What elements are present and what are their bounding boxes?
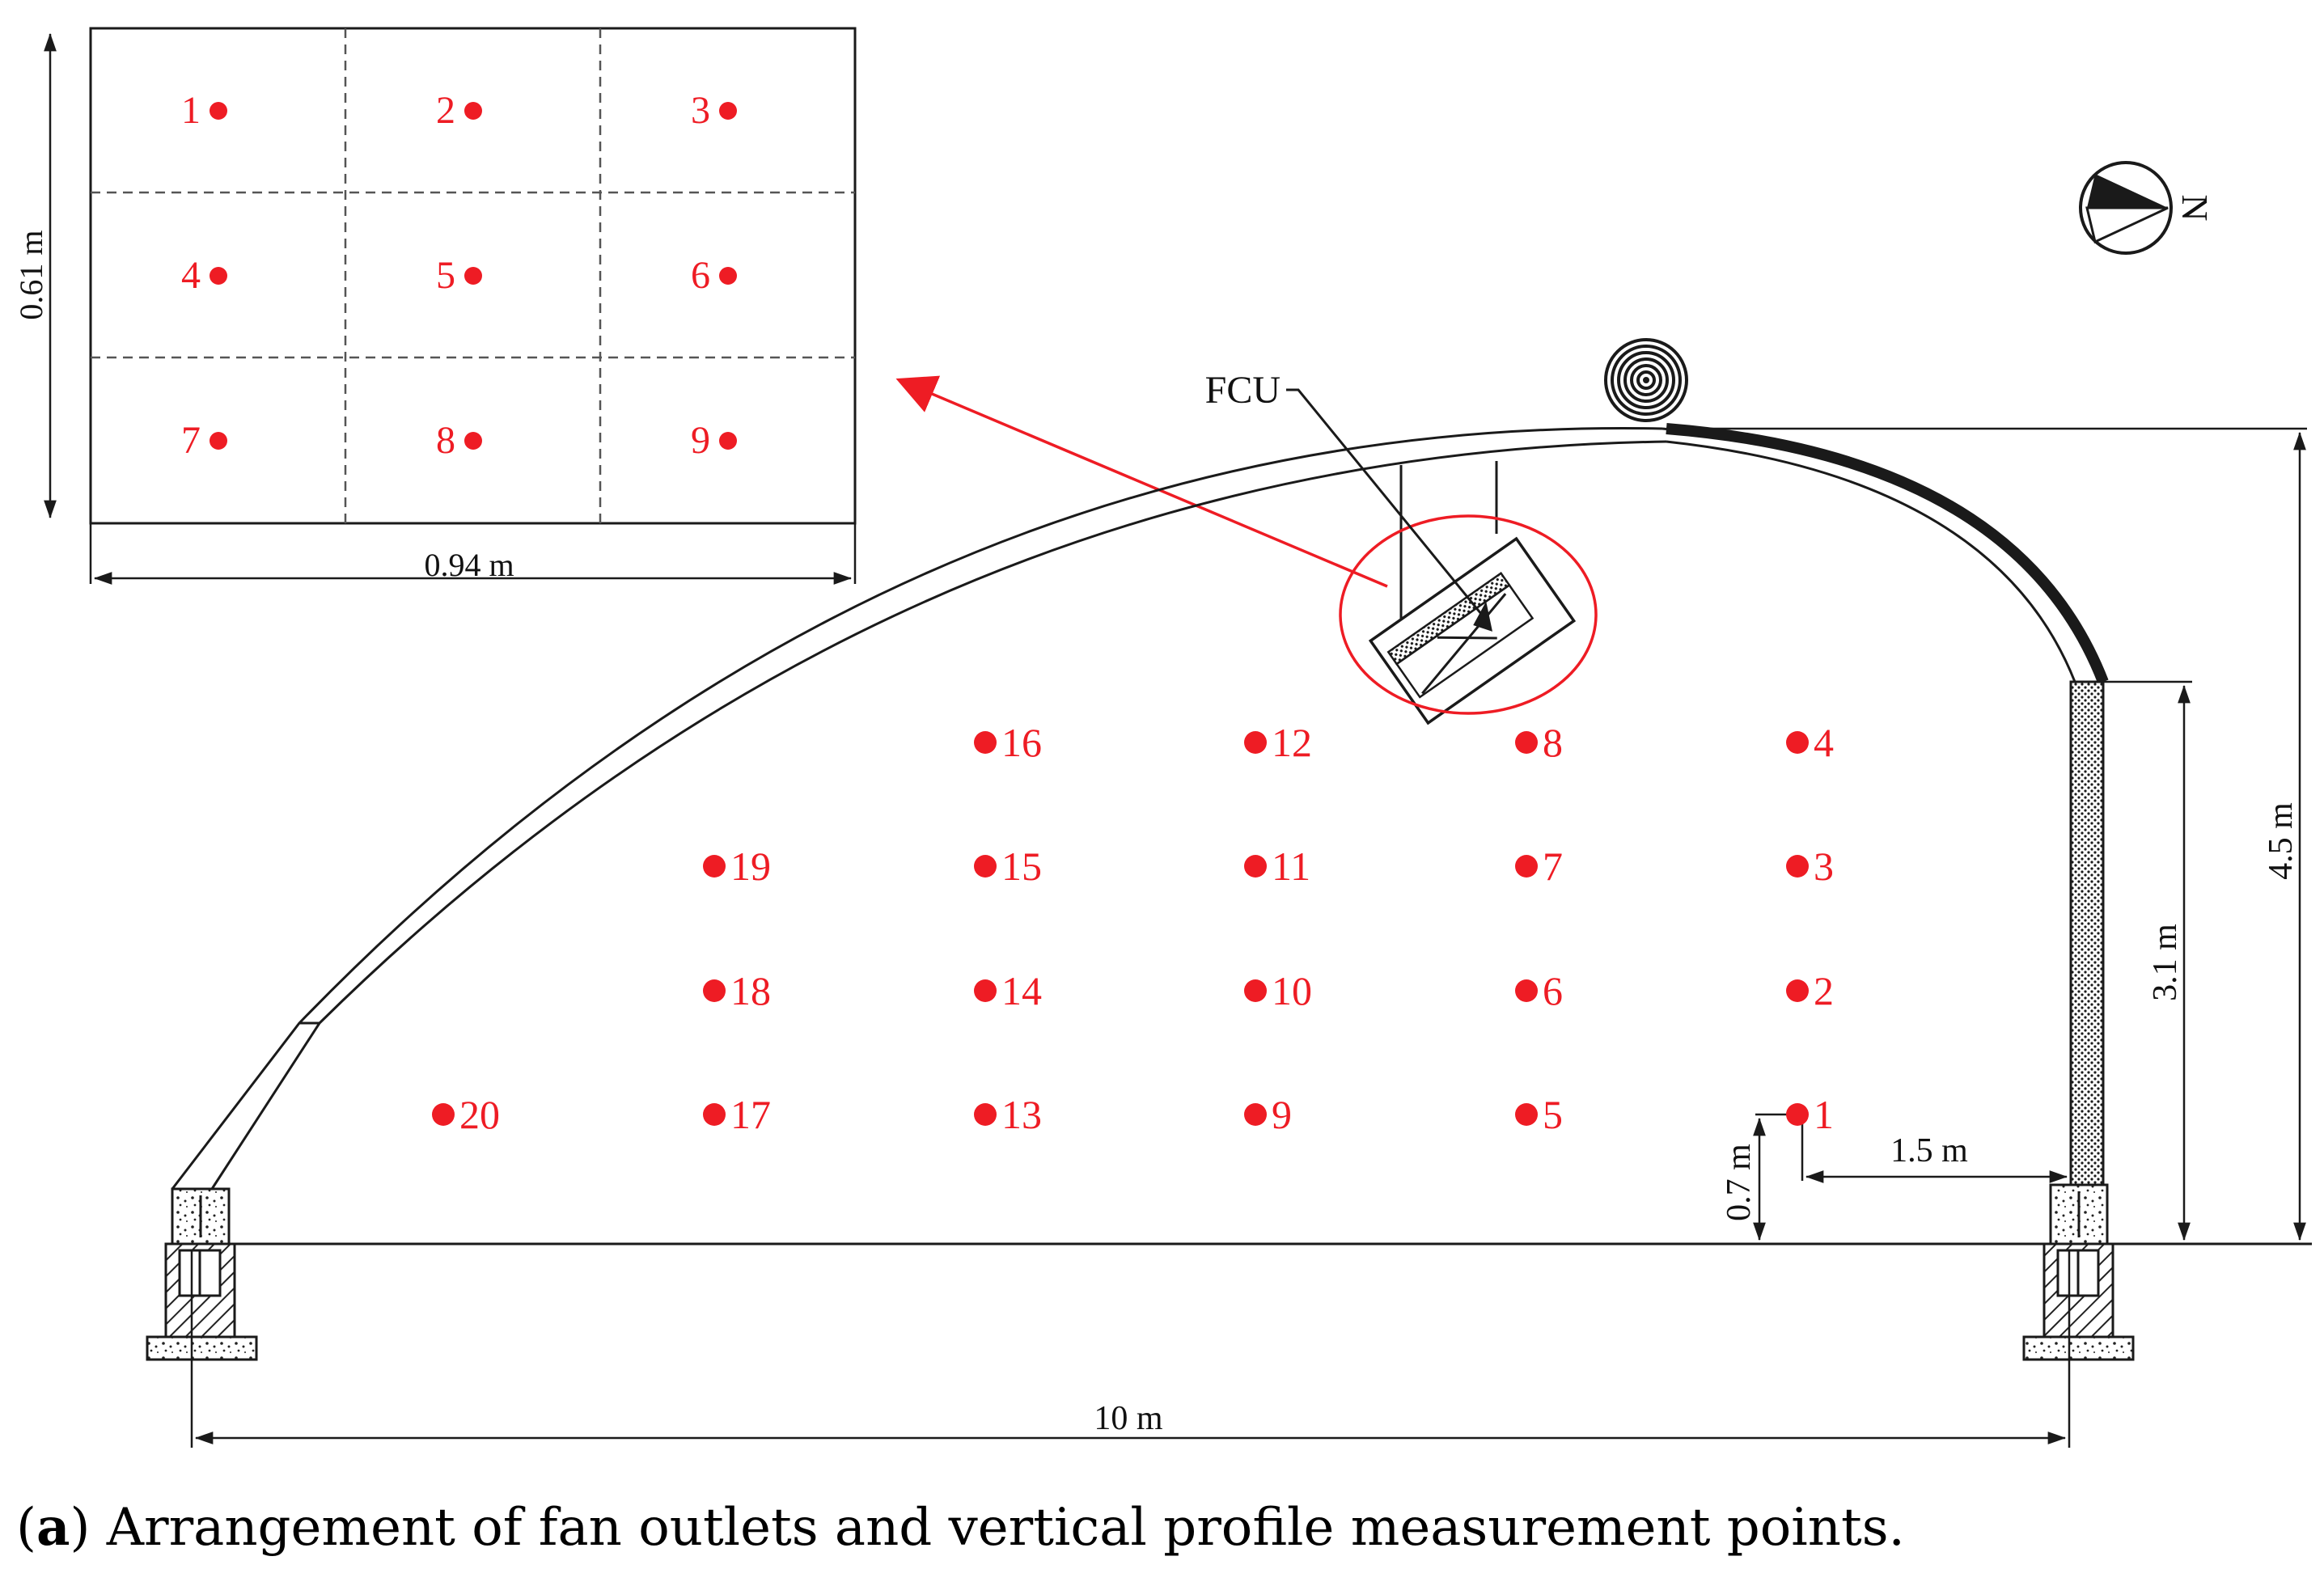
profile-point-9 — [1244, 1103, 1267, 1126]
figure-caption: (a) Arrangement of fan outlets and verti… — [16, 1497, 1905, 1558]
profile-point-18 — [703, 979, 726, 1002]
profile-label-18: 18 — [730, 968, 771, 1013]
profile-label-4: 4 — [1814, 720, 1834, 765]
north-footing — [2022, 1183, 2135, 1361]
profile-label-5: 5 — [1543, 1092, 1563, 1137]
profile-label-3: 3 — [1814, 844, 1834, 889]
compass-north-label: N — [2174, 194, 2216, 221]
fan-outlet-label-6: 6 — [691, 254, 710, 297]
insulation-roll — [1604, 338, 1688, 422]
fcu-highlight-circle — [1339, 514, 1598, 715]
north-roof-insulation — [1666, 423, 2109, 684]
fan-outlet-point-7 — [210, 432, 227, 450]
fan-outlet-label-3: 3 — [691, 89, 710, 132]
fcu-label: FCU — [1205, 369, 1281, 412]
profile-point-17 — [703, 1103, 726, 1126]
profile-point-3 — [1786, 855, 1809, 878]
fan-outlet-point-8 — [464, 432, 482, 450]
profile-point-13 — [974, 1103, 997, 1126]
fan-outlet-label-8: 8 — [436, 419, 455, 462]
profile-point-5 — [1515, 1103, 1538, 1126]
fan-outlet-label-2: 2 — [436, 89, 455, 132]
fcu-fan-blade — [1421, 593, 1507, 695]
profile-point-20 — [432, 1103, 455, 1126]
profile-point-4 — [1786, 731, 1809, 754]
profile-label-11: 11 — [1272, 844, 1310, 889]
fan-outlet-point-1 — [210, 102, 227, 120]
fcu-fan-blade — [1437, 636, 1497, 640]
profile-point-8 — [1515, 731, 1538, 754]
north-roof-outer — [1662, 427, 2105, 683]
profile-label-17: 17 — [730, 1092, 771, 1137]
wall-offset-label: 1.5 m — [1890, 1132, 1968, 1169]
profile-point-7 — [1515, 855, 1538, 878]
inset-height-label: 0.61 m — [13, 230, 49, 319]
profile-point-14 — [974, 979, 997, 1002]
profile-point-16 — [974, 731, 997, 754]
profile-label-12: 12 — [1272, 720, 1312, 765]
fan-outlet-point-5 — [464, 267, 482, 285]
span-label: 10 m — [1094, 1400, 1163, 1437]
profile-point-6 — [1515, 979, 1538, 1002]
fan-outlet-point-4 — [210, 267, 227, 285]
profile-label-14: 14 — [1001, 968, 1042, 1013]
profile-label-7: 7 — [1543, 844, 1563, 889]
profile-label-9: 9 — [1272, 1092, 1292, 1137]
profile-point-12 — [1244, 731, 1267, 754]
profile-label-15: 15 — [1001, 844, 1042, 889]
fan-outlet-frame — [89, 27, 857, 525]
profile-label-16: 16 — [1001, 720, 1042, 765]
caption-text: ) Arrangement of fan outlets and vertica… — [70, 1498, 1904, 1558]
fan-outlet-point-3 — [719, 102, 737, 120]
fan-outlet-label-9: 9 — [691, 419, 710, 462]
north-roof-inner — [1666, 440, 2076, 683]
caption-letter: a — [36, 1497, 70, 1558]
profile-point-1 — [1786, 1103, 1809, 1126]
fcu-panel — [1395, 583, 1535, 699]
south-footing — [146, 1187, 258, 1361]
south-roof-arch — [171, 426, 1663, 1190]
fcu-leader-line — [1286, 388, 1490, 624]
fcu-casing — [1368, 536, 1577, 725]
profile-point-11 — [1244, 855, 1267, 878]
profile-point-19 — [703, 855, 726, 878]
fcu-detail-arrow — [895, 375, 1388, 588]
dimensions: 10 m 4.5 m 3.1 m 0.7 m 1.5 m — [190, 427, 2307, 1448]
ridge-height-label: 4.5 m — [2263, 802, 2300, 880]
profile-label-19: 19 — [730, 844, 771, 889]
south-roof-arch — [210, 440, 1667, 1190]
profile-label-10: 10 — [1272, 968, 1312, 1013]
wall-height-label: 3.1 m — [2147, 924, 2184, 1001]
fan-outlet-point-9 — [719, 432, 737, 450]
profile-label-13: 13 — [1001, 1092, 1042, 1137]
fan-outlet-inset: 0.61 m 0.94 m 1 2 3 4 5 6 7 8 9 — [13, 27, 857, 585]
greenhouse-structure — [146, 338, 2312, 1361]
fan-outlet-label-1: 1 — [181, 89, 201, 132]
fcu-unit: FCU — [1205, 369, 1598, 725]
fan-outlet-points: 1 2 3 4 5 6 7 8 9 — [181, 89, 737, 462]
profile-point-10 — [1244, 979, 1267, 1002]
fan-outlet-label-7: 7 — [181, 419, 201, 462]
north-compass: N — [2079, 161, 2216, 255]
profile-label-6: 6 — [1543, 968, 1563, 1013]
caption-prefix: ( — [16, 1498, 36, 1558]
profile-label-20: 20 — [459, 1092, 500, 1137]
profile-label-1: 1 — [1814, 1092, 1834, 1137]
fan-outlet-label-4: 4 — [181, 254, 201, 297]
profile-label-2: 2 — [1814, 968, 1834, 1013]
point-height-label: 0.7 m — [1721, 1144, 1758, 1221]
north-wall — [2069, 680, 2105, 1186]
fan-outlet-label-5: 5 — [436, 254, 455, 297]
profile-point-2 — [1786, 979, 1809, 1002]
inset-width-label: 0.94 m — [424, 547, 514, 583]
compass-needle — [2085, 206, 2169, 244]
profile-label-8: 8 — [1543, 720, 1563, 765]
profile-point-15 — [974, 855, 997, 878]
fan-outlet-point-2 — [464, 102, 482, 120]
fan-outlet-point-6 — [719, 267, 737, 285]
compass-needle — [2087, 174, 2168, 208]
